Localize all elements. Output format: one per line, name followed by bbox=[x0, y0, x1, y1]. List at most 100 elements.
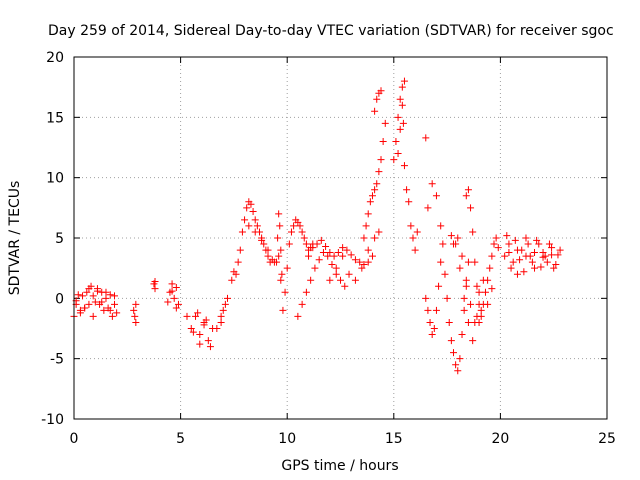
data-point bbox=[403, 186, 411, 194]
data-point bbox=[449, 349, 457, 357]
data-point bbox=[283, 264, 291, 272]
data-point bbox=[533, 236, 541, 244]
data-point bbox=[319, 248, 327, 256]
data-point bbox=[204, 337, 212, 345]
data-point bbox=[238, 228, 246, 236]
data-point bbox=[192, 312, 200, 320]
data-point bbox=[507, 264, 515, 272]
data-point bbox=[492, 234, 500, 242]
data-point bbox=[106, 306, 114, 314]
grid-lines bbox=[74, 57, 607, 419]
data-point bbox=[454, 367, 462, 375]
data-point bbox=[531, 248, 539, 256]
data-point bbox=[539, 253, 547, 261]
data-point bbox=[407, 222, 415, 230]
data-point bbox=[400, 162, 408, 170]
data-series-sdtvar bbox=[70, 77, 564, 375]
data-point bbox=[339, 244, 347, 252]
data-point bbox=[79, 292, 87, 300]
data-point bbox=[132, 318, 140, 326]
data-point bbox=[435, 282, 443, 290]
data-point bbox=[522, 252, 530, 260]
y-tick-labels: -10 -5 0 5 10 15 20 bbox=[41, 50, 64, 428]
data-point bbox=[300, 234, 308, 242]
data-point bbox=[130, 306, 138, 314]
data-point bbox=[371, 234, 379, 242]
data-point bbox=[311, 264, 319, 272]
data-point bbox=[277, 276, 285, 284]
data-point bbox=[85, 285, 93, 293]
data-point bbox=[298, 300, 306, 308]
x-tick-label: 5 bbox=[176, 431, 185, 447]
data-point bbox=[196, 331, 204, 339]
data-point bbox=[351, 256, 359, 264]
data-point bbox=[294, 218, 302, 226]
data-point bbox=[488, 285, 496, 293]
y-tick-label: -5 bbox=[50, 352, 64, 368]
data-point bbox=[347, 251, 355, 259]
data-point bbox=[409, 234, 417, 242]
data-point bbox=[221, 300, 229, 308]
data-point bbox=[398, 101, 406, 109]
data-point bbox=[294, 312, 302, 320]
data-point bbox=[164, 298, 172, 306]
chart-title: Day 259 of 2014, Sidereal Day-to-day VTE… bbox=[48, 23, 614, 39]
data-point bbox=[464, 186, 472, 194]
data-point bbox=[364, 246, 372, 254]
data-point bbox=[424, 204, 432, 212]
data-point bbox=[275, 252, 283, 260]
data-point bbox=[74, 291, 82, 299]
data-point bbox=[151, 285, 159, 293]
data-point bbox=[232, 270, 240, 278]
data-point bbox=[247, 200, 255, 208]
data-point bbox=[172, 283, 180, 291]
data-point bbox=[460, 306, 468, 314]
data-point bbox=[102, 288, 110, 296]
data-point bbox=[368, 192, 376, 200]
data-point bbox=[113, 309, 121, 317]
data-point bbox=[490, 240, 498, 248]
data-point bbox=[405, 198, 413, 206]
data-point bbox=[428, 180, 436, 188]
data-point bbox=[428, 331, 436, 339]
data-point bbox=[339, 252, 347, 260]
data-point bbox=[488, 252, 496, 260]
y-tick-label: 15 bbox=[46, 110, 64, 126]
data-point bbox=[106, 291, 114, 299]
data-point bbox=[287, 228, 295, 236]
data-point bbox=[377, 87, 385, 95]
data-point bbox=[371, 186, 379, 194]
data-point bbox=[108, 312, 116, 320]
data-point bbox=[437, 258, 445, 266]
data-point bbox=[151, 277, 159, 285]
data-point bbox=[170, 294, 178, 302]
data-point bbox=[441, 270, 449, 278]
data-point bbox=[400, 77, 408, 85]
data-point bbox=[358, 264, 366, 272]
data-point bbox=[462, 276, 470, 284]
data-point bbox=[437, 222, 445, 230]
data-point bbox=[556, 246, 564, 254]
x-tick-label: 0 bbox=[70, 431, 79, 447]
data-point bbox=[379, 137, 387, 145]
data-point bbox=[273, 258, 281, 266]
data-point bbox=[196, 340, 204, 348]
data-point bbox=[264, 246, 272, 254]
data-point bbox=[537, 263, 545, 271]
data-point bbox=[253, 222, 261, 230]
data-point bbox=[277, 246, 285, 254]
data-point bbox=[330, 252, 338, 260]
data-point bbox=[356, 258, 364, 266]
data-point bbox=[276, 222, 284, 230]
data-point bbox=[91, 298, 99, 306]
data-point bbox=[290, 222, 298, 230]
data-point bbox=[200, 321, 208, 329]
data-point bbox=[302, 240, 310, 248]
data-point bbox=[439, 240, 447, 248]
data-point bbox=[251, 216, 259, 224]
data-point bbox=[550, 264, 558, 272]
data-point bbox=[520, 268, 528, 276]
data-point bbox=[285, 240, 293, 248]
data-point bbox=[322, 242, 330, 250]
